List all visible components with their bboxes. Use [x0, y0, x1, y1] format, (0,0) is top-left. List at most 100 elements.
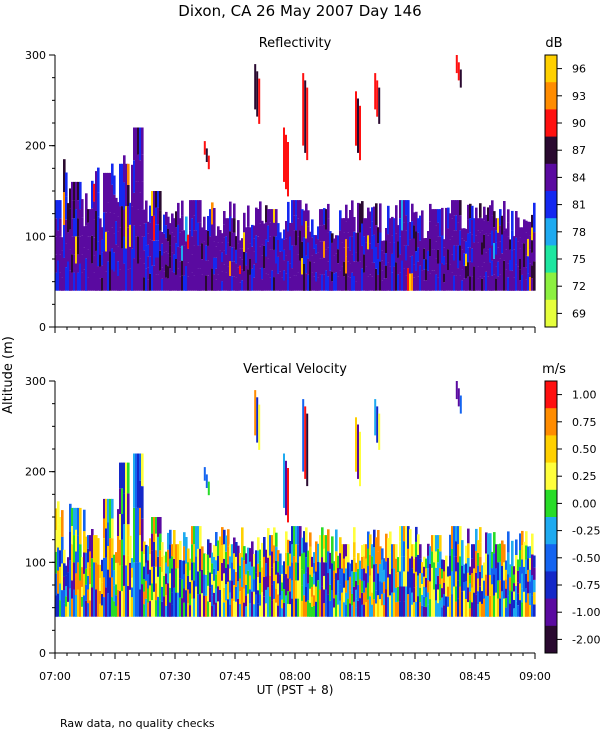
data-cell [319, 209, 322, 226]
data-cell [59, 218, 62, 237]
data-cell [227, 564, 230, 582]
data-cell [131, 587, 134, 598]
data-cell [167, 566, 170, 584]
data-cell [411, 203, 414, 222]
data-cell [503, 544, 506, 563]
data-cell [371, 568, 374, 581]
data-cell [413, 212, 416, 226]
data-cell [157, 257, 160, 275]
data-cell [513, 263, 516, 278]
data-cell [479, 232, 482, 247]
data-cell [389, 595, 392, 617]
data-cell [289, 222, 292, 237]
data-cell [345, 580, 348, 593]
data-cell [447, 269, 450, 291]
data-cell [505, 579, 508, 589]
data-cell [275, 588, 278, 603]
data-cell [435, 584, 438, 601]
data-cell [479, 601, 482, 617]
data-cell [157, 596, 160, 617]
data-cell [111, 248, 114, 270]
data-cell [285, 552, 288, 574]
data-cell [293, 260, 296, 276]
data-field [55, 55, 536, 291]
data-cell [241, 586, 244, 617]
footer-note: Raw data, no quality checks [60, 717, 215, 730]
data-cell [247, 205, 250, 227]
data-cell [449, 555, 452, 576]
data-cell [181, 215, 184, 231]
data-cell [205, 595, 208, 617]
data-cell [431, 567, 434, 585]
data-cell [411, 580, 414, 593]
data-cell [89, 600, 92, 617]
data-cell [199, 200, 202, 223]
data-cell [531, 278, 534, 291]
data-cell [149, 256, 152, 274]
data-cell [419, 265, 422, 291]
data-cell [445, 263, 448, 291]
data-cell [525, 267, 528, 280]
data-cell [289, 277, 292, 291]
data-cell [99, 577, 102, 591]
data-cell [319, 225, 322, 242]
data-cell [395, 262, 398, 291]
data-cell [293, 275, 296, 291]
data-cell [101, 559, 104, 572]
data-cell [179, 578, 182, 598]
data-cell [91, 587, 94, 617]
data-cell [387, 234, 390, 263]
data-cell [373, 547, 376, 565]
data-cell [327, 551, 330, 574]
data-cell [501, 591, 504, 617]
data-cell [63, 257, 66, 291]
data-cell [381, 559, 384, 572]
data-cell [477, 604, 480, 617]
data-cell [307, 600, 310, 617]
data-cell [459, 556, 462, 587]
data-cell [211, 584, 214, 596]
data-cell [249, 589, 252, 603]
data-cell [105, 271, 108, 291]
data-cell [107, 202, 110, 232]
data-cell [65, 219, 68, 244]
data-cell [151, 517, 154, 534]
data-cell [465, 599, 468, 617]
data-cell [423, 248, 426, 260]
data-cell [103, 557, 106, 578]
data-cell [491, 245, 494, 261]
data-cell [395, 573, 398, 588]
data-cell [163, 252, 166, 272]
data-cell [101, 571, 104, 583]
data-cell [231, 218, 234, 233]
data-cell [381, 593, 384, 606]
data-cell [297, 272, 300, 291]
data-cell [503, 580, 506, 599]
data-cell [175, 592, 178, 617]
data-cell [221, 233, 224, 243]
data-cell [523, 219, 526, 244]
data-cell [127, 248, 130, 270]
data-cell [227, 546, 230, 565]
data-cell [271, 209, 274, 230]
data-cell [65, 196, 68, 220]
data-cell [395, 602, 398, 617]
data-cell [423, 259, 426, 270]
data-cell [223, 544, 226, 559]
panels: 0100200300Reflectivity969390878481787572… [25, 36, 600, 683]
data-cell [275, 602, 278, 617]
data-cell [417, 218, 420, 233]
data-cell [101, 582, 104, 594]
data-cell [223, 277, 226, 291]
data-cell [471, 587, 474, 603]
data-cell [403, 245, 406, 269]
data-cell [207, 231, 210, 246]
data-cell [397, 225, 400, 242]
data-cell [329, 568, 332, 585]
data-cell [241, 259, 244, 270]
data-cell [215, 602, 218, 617]
data-cell [179, 261, 182, 277]
data-cell [271, 535, 274, 552]
data-cell [155, 257, 158, 275]
data-cell [481, 603, 484, 617]
